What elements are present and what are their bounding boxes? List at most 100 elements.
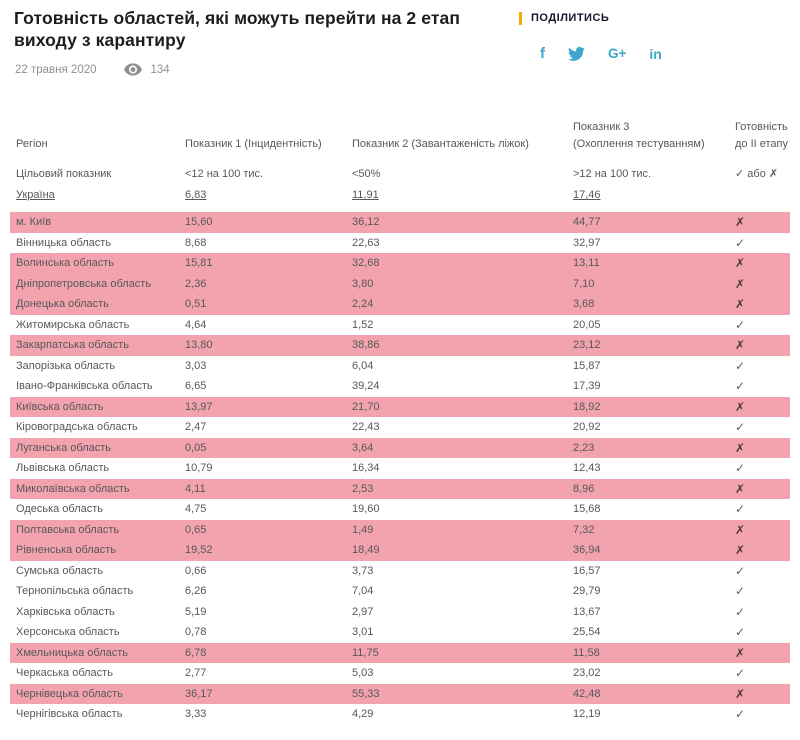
target-readiness: ✓ або ✗ <box>735 168 779 180</box>
table-row: Дніпропетровська область 2,36 3,80 7,10 ✗ <box>10 273 790 294</box>
googleplus-icon[interactable]: G+ <box>608 46 627 61</box>
table-row: Волинська область 15,81 32,68 13,11 ✗ <box>10 253 790 274</box>
region-name: Сумська область <box>16 564 104 577</box>
indicator2-value: 1,49 <box>352 523 374 536</box>
facebook-icon[interactable]: f <box>540 45 545 62</box>
region-name: Запорізька область <box>16 359 116 372</box>
region-name: Київська область <box>16 400 104 413</box>
region-name: Чернівецька область <box>16 687 123 700</box>
indicator3-value: 11,58 <box>573 646 600 659</box>
indicator2-value: 38,86 <box>352 339 380 351</box>
region-name: Полтавська область <box>16 523 120 536</box>
indicator2-value: 3,73 <box>352 564 374 577</box>
readiness-cross-icon: ✗ <box>735 276 746 291</box>
indicator1-value: 36,17 <box>185 687 213 700</box>
indicator1-value: 4,75 <box>185 503 207 515</box>
readiness-check-icon: ✓ <box>735 502 746 516</box>
indicator2-value: 2,24 <box>352 298 374 310</box>
twitter-icon[interactable] <box>568 47 585 61</box>
table-row: Херсонська область 0,78 3,01 25,54 ✓ <box>10 622 790 643</box>
indicator3-value: 44,77 <box>573 216 601 228</box>
region-name: Житомирська область <box>16 318 130 331</box>
table-row: Львівська область 10,79 16,34 12,43 ✓ <box>10 458 790 479</box>
table-row: Чернівецька область 36,17 55,33 42,48 ✗ <box>10 683 790 704</box>
indicator3-value: 13,11 <box>573 257 600 269</box>
indicator1-value: 8,68 <box>185 236 207 249</box>
table-row: Харківська область 5,19 2,97 13,67 ✓ <box>10 602 790 623</box>
indicator3-value: 23,12 <box>573 339 601 351</box>
table-header-row: Регіон Показник 1 (Інцидентність) Показн… <box>10 119 790 153</box>
indicator2-value: 22,43 <box>352 421 380 433</box>
readiness-check-icon: ✓ <box>735 420 746 434</box>
ukraine-indicator2[interactable]: 11,91 <box>352 189 379 201</box>
readiness-cross-icon: ✗ <box>735 522 746 537</box>
readiness-cross-icon: ✗ <box>735 543 746 557</box>
readiness-check-icon: ✓ <box>735 317 746 332</box>
column-header-indicator1: Показник 1 (Інцидентність) <box>185 138 322 150</box>
table-row: Запорізька область 3,03 6,04 15,87 ✓ <box>10 356 790 377</box>
target-indicator3: >12 на 100 тис. <box>573 168 652 180</box>
ukraine-summary-row: Україна 6,83 11,91 17,46 <box>10 185 790 206</box>
indicator3-value: 29,79 <box>573 585 601 597</box>
indicator3-value: 25,54 <box>573 626 601 638</box>
target-region-label: Цільовий показник <box>16 168 112 180</box>
readiness-cross-icon: ✗ <box>735 440 746 455</box>
table-row: Миколаївська область 4,11 2,53 8,96 ✗ <box>10 478 790 499</box>
indicator3-value: 7,32 <box>573 523 595 536</box>
indicator1-value: 0,66 <box>185 564 207 577</box>
target-indicator2: <50% <box>352 168 381 180</box>
readiness-check-icon: ✓ <box>735 666 746 680</box>
article-meta: 22 травня 2020 134 <box>15 63 800 76</box>
column-header-indicator3: Показник 3 (Охоплення тестуванням) <box>573 121 705 150</box>
ukraine-indicator1[interactable]: 6,83 <box>185 189 207 201</box>
indicator1-value: 0,05 <box>185 441 207 454</box>
indicator1-value: 5,19 <box>185 605 207 618</box>
readiness-cross-icon: ✗ <box>735 215 746 229</box>
indicator3-value: 20,05 <box>573 318 601 331</box>
indicator2-value: 6,04 <box>352 359 374 372</box>
publish-date: 22 травня 2020 <box>15 63 97 76</box>
region-name: Волинська область <box>16 257 115 269</box>
indicator2-value: 4,29 <box>352 708 374 720</box>
ukraine-region-link[interactable]: Україна <box>16 189 55 201</box>
readiness-check-icon: ✓ <box>735 584 746 598</box>
ukraine-indicator3[interactable]: 17,46 <box>573 189 601 201</box>
readiness-cross-icon: ✗ <box>735 686 746 701</box>
indicator2-value: 7,04 <box>352 585 374 597</box>
table-row: Сумська область 0,66 3,73 16,57 ✓ <box>10 561 790 582</box>
table-row: Закарпатська область 13,80 38,86 23,12 ✗ <box>10 335 790 356</box>
table-row: Вінницька область 8,68 22,63 32,97 ✓ <box>10 233 790 254</box>
indicator1-value: 10,79 <box>185 462 213 474</box>
regions-readiness-table: Регіон Показник 1 (Інцидентність) Показн… <box>0 119 800 725</box>
indicator2-value: 16,34 <box>352 462 380 474</box>
region-name: Харківська область <box>16 605 115 618</box>
table-row: Кіровоградська область 2,47 22,43 20,92 ✓ <box>10 417 790 438</box>
indicator2-value: 3,01 <box>352 626 374 638</box>
views-count: 134 <box>150 63 170 76</box>
region-name: Хмельницька область <box>16 646 129 659</box>
eye-icon <box>123 63 142 76</box>
indicator2-value: 11,75 <box>352 646 379 659</box>
table-row: Хмельницька область 6,78 11,75 11,58 ✗ <box>10 642 790 663</box>
linkedin-icon[interactable]: in <box>649 46 662 62</box>
indicator3-value: 18,92 <box>573 400 601 413</box>
column-header-region: Регіон <box>16 138 48 150</box>
article-header: Готовність областей, які можуть перейти … <box>0 7 800 76</box>
indicator1-value: 4,64 <box>185 318 207 331</box>
indicator1-value: 6,65 <box>185 380 207 392</box>
readiness-cross-icon: ✗ <box>735 481 746 496</box>
indicator1-value: 0,78 <box>185 626 207 638</box>
indicator1-value: 6,78 <box>185 646 207 659</box>
region-name: м. Київ <box>16 216 52 228</box>
region-name: Рівненська область <box>16 544 117 556</box>
region-name: Херсонська область <box>16 626 120 638</box>
indicator3-value: 3,68 <box>573 298 595 310</box>
page-title: Готовність областей, які можуть перейти … <box>14 8 460 50</box>
region-name: Донецька область <box>16 298 109 310</box>
indicator2-value: 19,60 <box>352 503 380 515</box>
table-row: м. Київ 15,60 36,12 44,77 ✗ <box>10 212 790 233</box>
region-name: Одеська область <box>16 503 104 515</box>
indicator1-value: 2,47 <box>185 421 207 433</box>
table-row: Київська область 13,97 21,70 18,92 ✗ <box>10 396 790 417</box>
column-header-indicator2: Показник 2 (Завантаженість ліжок) <box>352 138 529 150</box>
